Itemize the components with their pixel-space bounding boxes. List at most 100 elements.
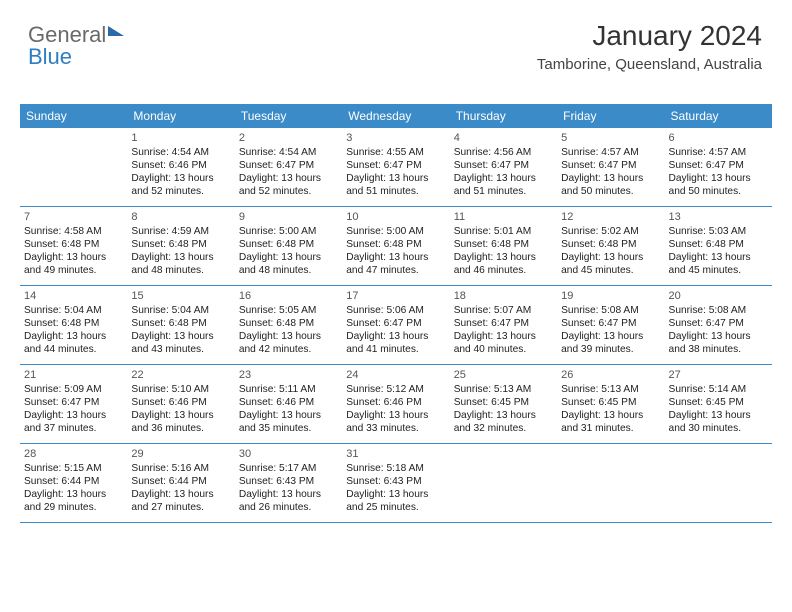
sunrise-line: Sunrise: 5:11 AM: [239, 383, 338, 396]
daylight-line: Daylight: 13 hours and 47 minutes.: [346, 251, 445, 277]
day-cell: 8Sunrise: 4:59 AMSunset: 6:48 PMDaylight…: [127, 207, 234, 285]
day-number: 15: [131, 289, 230, 303]
sunset-line: Sunset: 6:46 PM: [131, 396, 230, 409]
sunrise-line: Sunrise: 4:59 AM: [131, 225, 230, 238]
sunrise-line: Sunrise: 5:08 AM: [561, 304, 660, 317]
day-number: 26: [561, 368, 660, 382]
day-number: 31: [346, 447, 445, 461]
sunrise-line: Sunrise: 4:54 AM: [239, 146, 338, 159]
weekday-header: Tuesday: [235, 104, 342, 128]
sunset-line: Sunset: 6:43 PM: [239, 475, 338, 488]
daylight-line: Daylight: 13 hours and 48 minutes.: [131, 251, 230, 277]
day-cell: [20, 128, 127, 206]
daylight-line: Daylight: 13 hours and 42 minutes.: [239, 330, 338, 356]
sunset-line: Sunset: 6:48 PM: [239, 238, 338, 251]
day-cell: 4Sunrise: 4:56 AMSunset: 6:47 PMDaylight…: [450, 128, 557, 206]
day-cell: 12Sunrise: 5:02 AMSunset: 6:48 PMDayligh…: [557, 207, 664, 285]
sunset-line: Sunset: 6:44 PM: [24, 475, 123, 488]
day-number: 9: [239, 210, 338, 224]
sunset-line: Sunset: 6:47 PM: [239, 159, 338, 172]
daylight-line: Daylight: 13 hours and 52 minutes.: [239, 172, 338, 198]
daylight-line: Daylight: 13 hours and 45 minutes.: [561, 251, 660, 277]
weekday-header: Thursday: [450, 104, 557, 128]
day-number: 5: [561, 131, 660, 145]
day-cell: 29Sunrise: 5:16 AMSunset: 6:44 PMDayligh…: [127, 444, 234, 522]
sunset-line: Sunset: 6:48 PM: [131, 238, 230, 251]
sunset-line: Sunset: 6:47 PM: [454, 317, 553, 330]
sunrise-line: Sunrise: 5:04 AM: [24, 304, 123, 317]
weekday-header: Saturday: [665, 104, 772, 128]
daylight-line: Daylight: 13 hours and 46 minutes.: [454, 251, 553, 277]
sunrise-line: Sunrise: 5:13 AM: [454, 383, 553, 396]
daylight-line: Daylight: 13 hours and 30 minutes.: [669, 409, 768, 435]
day-cell: 5Sunrise: 4:57 AMSunset: 6:47 PMDaylight…: [557, 128, 664, 206]
day-cell: 20Sunrise: 5:08 AMSunset: 6:47 PMDayligh…: [665, 286, 772, 364]
sunset-line: Sunset: 6:46 PM: [131, 159, 230, 172]
daylight-line: Daylight: 13 hours and 41 minutes.: [346, 330, 445, 356]
sunset-line: Sunset: 6:44 PM: [131, 475, 230, 488]
sunset-line: Sunset: 6:46 PM: [346, 396, 445, 409]
day-number: 3: [346, 131, 445, 145]
weeks-container: 1 Sunrise: 4:54 AM Sunset: 6:46 PM Daylight…: [20, 128, 772, 523]
sunset-line: Sunset: 6:46 PM: [239, 396, 338, 409]
day-cell: [557, 444, 664, 522]
sunrise-line: Sunrise: 4:58 AM: [24, 225, 123, 238]
daylight-line: Daylight: 13 hours and 39 minutes.: [561, 330, 660, 356]
sunrise-line: Sunrise: 5:09 AM: [24, 383, 123, 396]
daylight-line: Daylight: 13 hours and 25 minutes.: [346, 488, 445, 514]
day-number: 22: [131, 368, 230, 382]
sunset-line: Sunset: 6:45 PM: [561, 396, 660, 409]
day-number: 4: [454, 131, 553, 145]
day-number: 7: [24, 210, 123, 224]
day-number: 8: [131, 210, 230, 224]
daylight-line: Daylight: 13 hours and 43 minutes.: [131, 330, 230, 356]
daylight-line: Daylight: 13 hours and 51 minutes.: [346, 172, 445, 198]
location: Tamborine, Queensland, Australia: [537, 56, 762, 73]
daylight-line: Daylight: 13 hours and 26 minutes.: [239, 488, 338, 514]
daylight-line: Daylight: 13 hours and 37 minutes.: [24, 409, 123, 435]
sunrise-line: Sunrise: 4:57 AM: [561, 146, 660, 159]
title-block: January 2024 Tamborine, Queensland, Aust…: [537, 20, 762, 73]
sunrise-line: Sunrise: 4:55 AM: [346, 146, 445, 159]
day-cell: 9Sunrise: 5:00 AMSunset: 6:48 PMDaylight…: [235, 207, 342, 285]
day-cell: 14Sunrise: 5:04 AMSunset: 6:48 PMDayligh…: [20, 286, 127, 364]
logo-text-blue: Blue: [28, 44, 72, 69]
calendar: SundayMondayTuesdayWednesdayThursdayFrid…: [20, 104, 772, 523]
day-cell: 6Sunrise: 4:57 AMSunset: 6:47 PMDaylight…: [665, 128, 772, 206]
day-number: 6: [669, 131, 768, 145]
day-cell: 26Sunrise: 5:13 AMSunset: 6:45 PMDayligh…: [557, 365, 664, 443]
sunrise-line: Sunrise: 5:00 AM: [346, 225, 445, 238]
daylight-line: Daylight: 13 hours and 48 minutes.: [239, 251, 338, 277]
sunset-line: Sunset: 6:48 PM: [669, 238, 768, 251]
sunrise-line: Sunrise: 5:17 AM: [239, 462, 338, 475]
day-number: 10: [346, 210, 445, 224]
sunset-line: Sunset: 6:47 PM: [561, 159, 660, 172]
day-cell: 22Sunrise: 5:10 AMSunset: 6:46 PMDayligh…: [127, 365, 234, 443]
day-number: 20: [669, 289, 768, 303]
day-cell: 25Sunrise: 5:13 AMSunset: 6:45 PMDayligh…: [450, 365, 557, 443]
sunset-line: Sunset: 6:47 PM: [561, 317, 660, 330]
day-number: 27: [669, 368, 768, 382]
sunset-line: Sunset: 6:48 PM: [239, 317, 338, 330]
sunrise-line: Sunrise: 5:04 AM: [131, 304, 230, 317]
day-cell: 31Sunrise: 5:18 AMSunset: 6:43 PMDayligh…: [342, 444, 449, 522]
day-number: 21: [24, 368, 123, 382]
daylight-line: Daylight: 13 hours and 32 minutes.: [454, 409, 553, 435]
daylight-line: Daylight: 13 hours and 38 minutes.: [669, 330, 768, 356]
day-cell: 7Sunrise: 4:58 AMSunset: 6:48 PMDaylight…: [20, 207, 127, 285]
sunset-line: Sunset: 6:48 PM: [561, 238, 660, 251]
daylight-line: Daylight: 13 hours and 51 minutes.: [454, 172, 553, 198]
daylight-line: Daylight: 13 hours and 45 minutes.: [669, 251, 768, 277]
day-number: 14: [24, 289, 123, 303]
day-cell: 28Sunrise: 5:15 AMSunset: 6:44 PMDayligh…: [20, 444, 127, 522]
sunrise-line: Sunrise: 5:13 AM: [561, 383, 660, 396]
weekday-header: Friday: [557, 104, 664, 128]
day-number: 1: [131, 131, 230, 145]
sunset-line: Sunset: 6:47 PM: [454, 159, 553, 172]
sunrise-line: Sunrise: 5:03 AM: [669, 225, 768, 238]
sunrise-line: Sunrise: 5:15 AM: [24, 462, 123, 475]
day-cell: 30Sunrise: 5:17 AMSunset: 6:43 PMDayligh…: [235, 444, 342, 522]
sunrise-line: Sunrise: 5:08 AM: [669, 304, 768, 317]
sunset-line: Sunset: 6:48 PM: [24, 317, 123, 330]
day-number: 11: [454, 210, 553, 224]
